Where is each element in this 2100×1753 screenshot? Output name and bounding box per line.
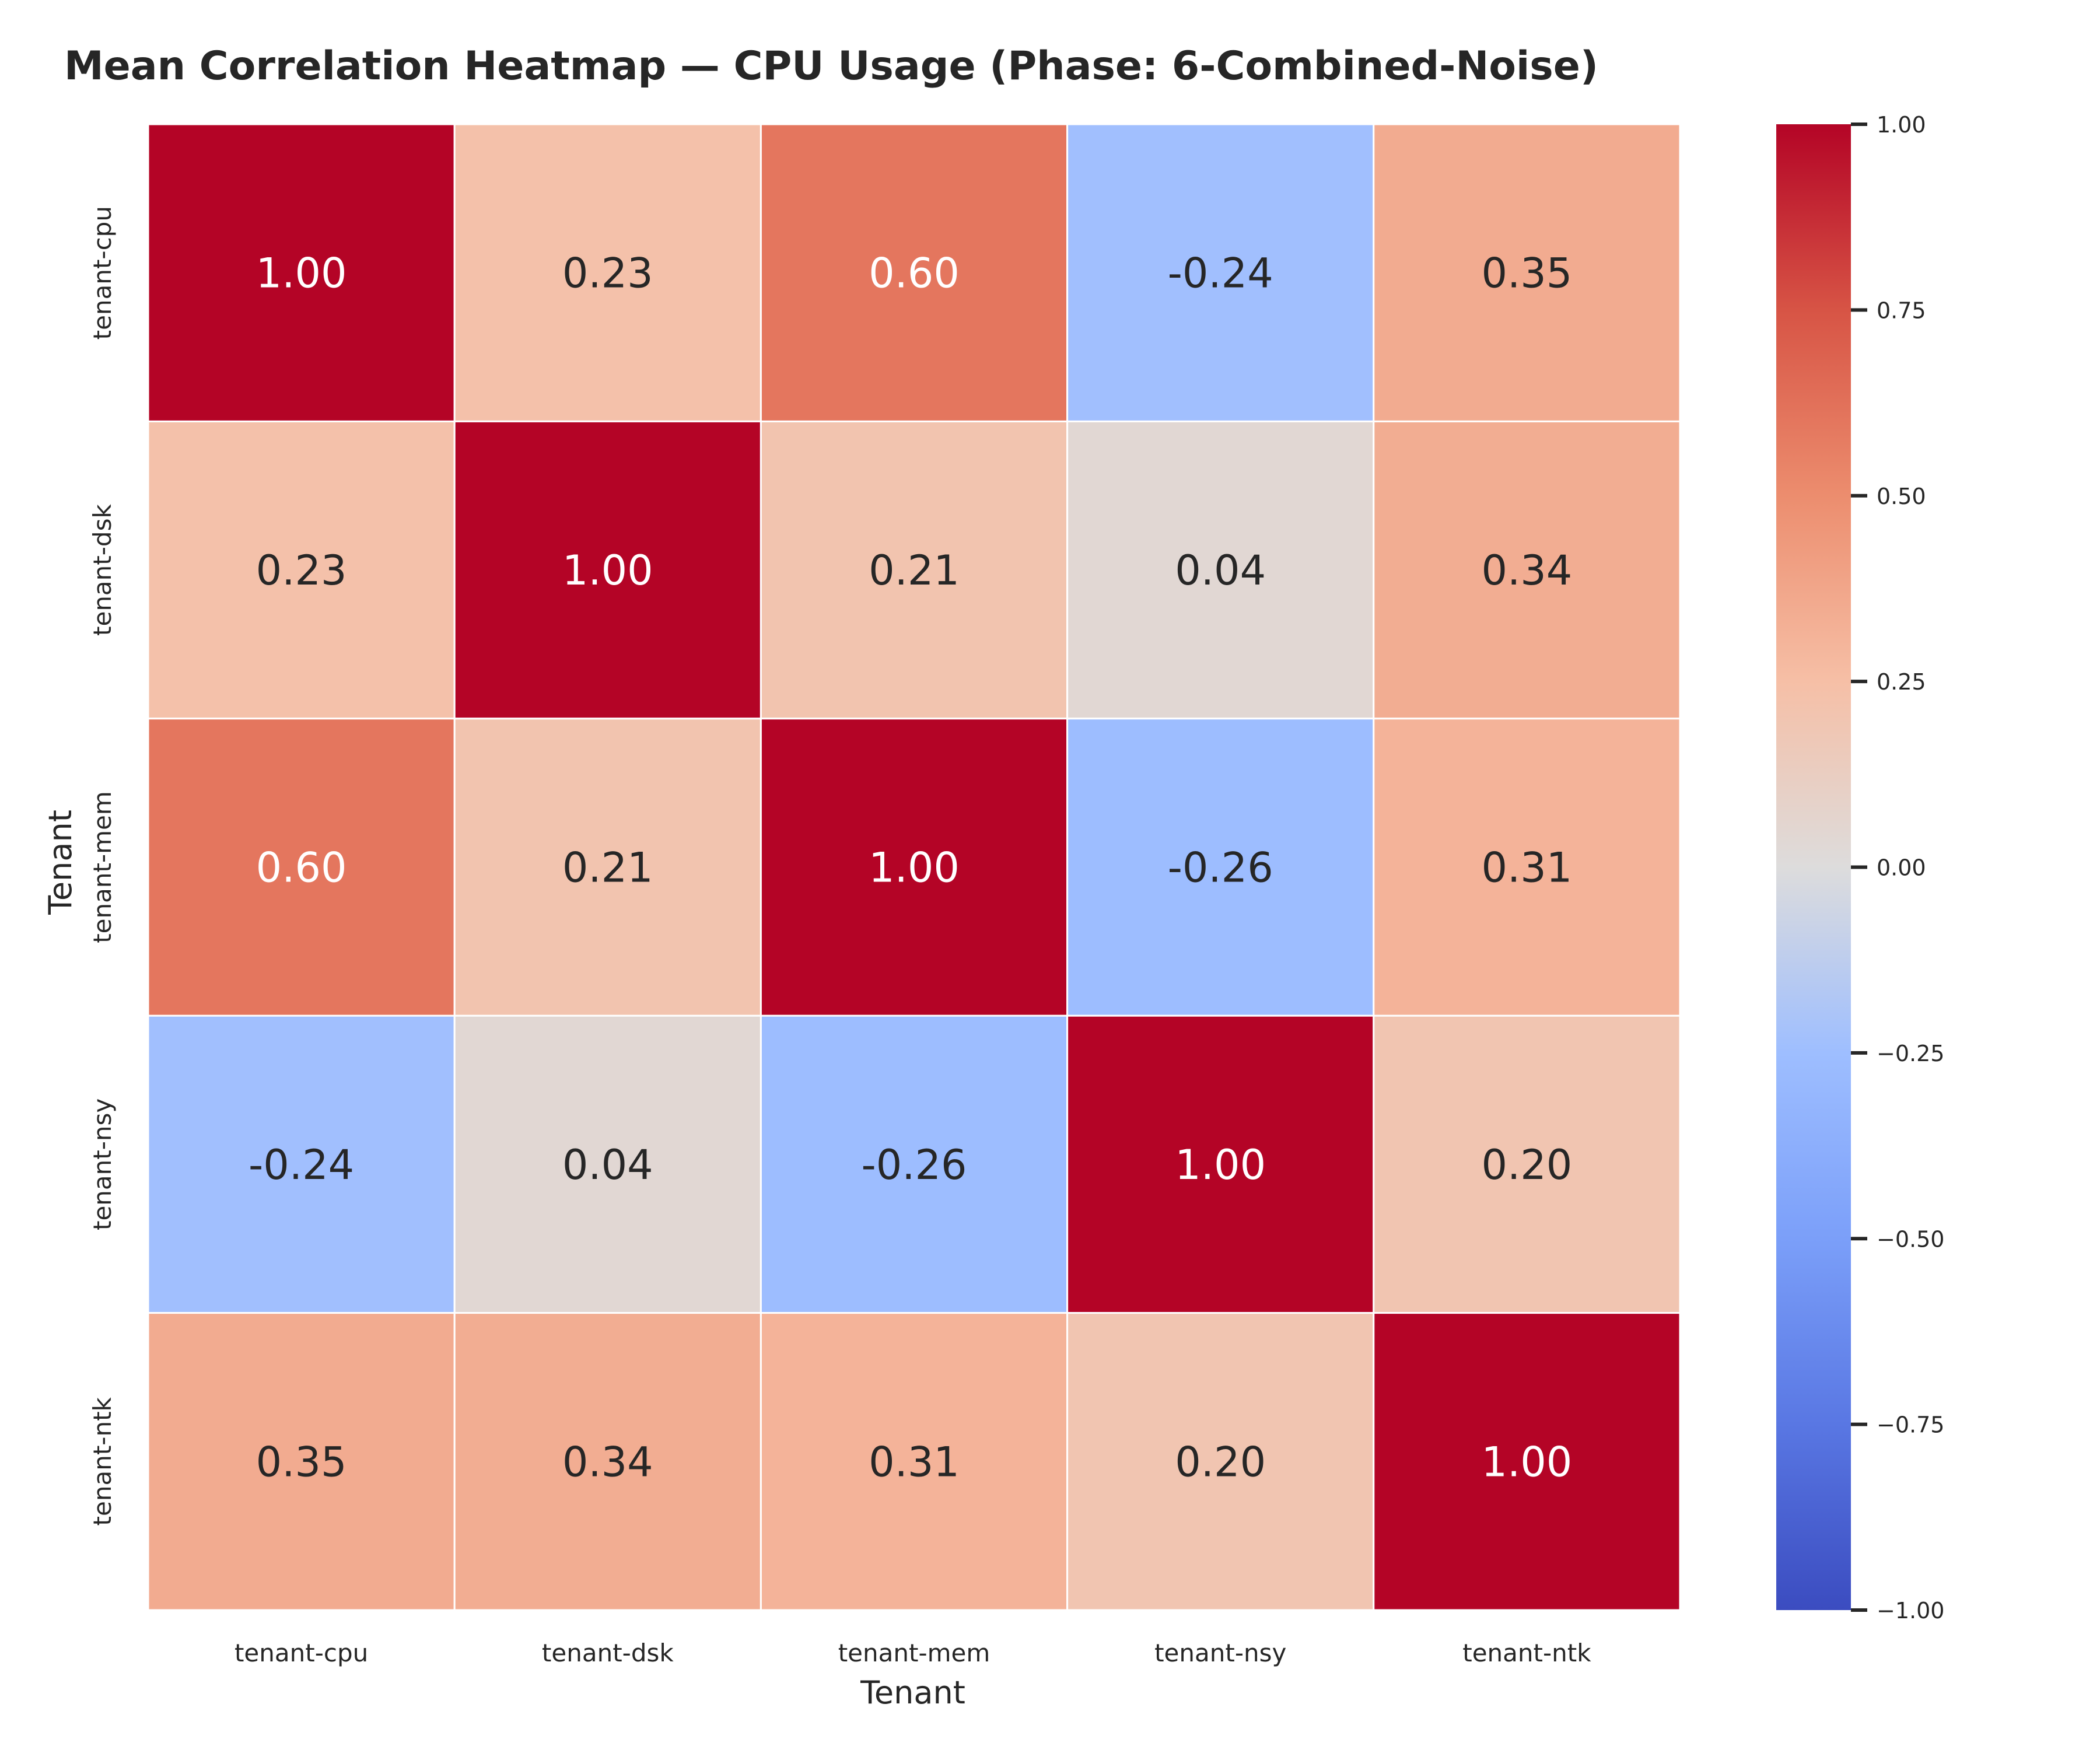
cell-value-label: 0.21 bbox=[869, 547, 960, 594]
heatmap-cell bbox=[453, 1014, 762, 1314]
colorbar-tick-label: −0.75 bbox=[1877, 1412, 1944, 1438]
y-tick-label: tenant-ntk bbox=[88, 1397, 117, 1525]
heatmap-cell bbox=[1373, 718, 1681, 1017]
y-axis-label: Tenant bbox=[42, 810, 79, 915]
colorbar-ticks: 1.00 0.75 0.50 0.25 0.00 −0.25 −0.50 −0.75 −1.00 bbox=[1851, 112, 1944, 1623]
y-tick-label: tenant-nsy bbox=[88, 1098, 117, 1230]
heatmap-cells: 1.00 0.23 0.60 -0.24 0.35 0.23 1.00 0.21 0.04 0.3… bbox=[147, 123, 1681, 1611]
colorbar-tick-label: −1.00 bbox=[1877, 1598, 1944, 1623]
cell-value-label: 1.00 bbox=[256, 250, 347, 298]
heatmap-cell bbox=[453, 420, 762, 720]
heatmap-cell bbox=[1373, 1312, 1681, 1611]
x-tick-label: tenant-dsk bbox=[542, 1639, 674, 1667]
cell-value-label: 0.04 bbox=[562, 1141, 653, 1189]
colorbar-tick-label: 0.25 bbox=[1877, 669, 1926, 695]
cell-value-label: 0.23 bbox=[562, 250, 653, 298]
y-tick-label: tenant-cpu bbox=[88, 206, 117, 340]
cell-value-label: 0.04 bbox=[1175, 547, 1266, 594]
heatmap-cell bbox=[1373, 1014, 1681, 1314]
heatmap-cell bbox=[147, 420, 456, 720]
cell-value-label: 0.35 bbox=[256, 1438, 347, 1486]
cell-value-label: -0.26 bbox=[861, 1141, 967, 1189]
cell-value-label: -0.26 bbox=[1168, 844, 1273, 892]
y-tick-label: tenant-dsk bbox=[88, 504, 117, 636]
heatmap-cell bbox=[1066, 1014, 1375, 1314]
cell-value-label: 1.00 bbox=[869, 844, 960, 892]
y-tick-label: tenant-mem bbox=[88, 791, 117, 943]
heatmap-cell bbox=[1373, 123, 1681, 422]
y-tick-labels: tenant-cpu tenant-dsk tenant-mem tenant-nsy… bbox=[88, 206, 117, 1525]
heatmap-cell bbox=[147, 123, 456, 422]
cell-value-label: 0.23 bbox=[256, 547, 347, 594]
cell-value-label: 0.60 bbox=[256, 844, 347, 892]
colorbar-tick-label: 0.00 bbox=[1877, 855, 1926, 881]
heatmap-cell bbox=[760, 1312, 1069, 1611]
cell-value-label: 0.34 bbox=[562, 1438, 653, 1486]
heatmap-cell bbox=[1066, 123, 1375, 422]
chart-title: Mean Correlation Heatmap — CPU Usage (Ph… bbox=[64, 43, 1598, 89]
heatmap-cell bbox=[760, 123, 1069, 422]
cell-value-label: 0.34 bbox=[1481, 547, 1572, 594]
x-axis-label: Tenant bbox=[860, 1674, 965, 1711]
cell-value-label: 0.60 bbox=[869, 250, 960, 298]
cell-value-label: 0.31 bbox=[869, 1438, 960, 1486]
cell-value-label: 1.00 bbox=[1481, 1438, 1572, 1486]
x-tick-label: tenant-cpu bbox=[235, 1639, 368, 1667]
cell-value-label: 1.00 bbox=[1175, 1141, 1266, 1189]
cell-value-label: 1.00 bbox=[562, 547, 653, 594]
x-tick-label: tenant-nsy bbox=[1154, 1639, 1286, 1667]
colorbar-tick-label: −0.25 bbox=[1877, 1041, 1944, 1066]
cell-value-label: 0.35 bbox=[1481, 250, 1572, 298]
cell-value-label: 0.21 bbox=[562, 844, 653, 892]
heatmap-cell bbox=[1373, 420, 1681, 720]
heatmap-cell bbox=[147, 1014, 456, 1314]
colorbar-tick-label: 0.75 bbox=[1877, 298, 1926, 323]
x-tick-label: tenant-mem bbox=[838, 1639, 991, 1667]
x-tick-label: tenant-ntk bbox=[1462, 1639, 1591, 1667]
colorbar-tick-label: −0.50 bbox=[1877, 1226, 1944, 1252]
colorbar-tick-label: 0.50 bbox=[1877, 484, 1926, 509]
colorbar-tick-label: 1.00 bbox=[1877, 112, 1926, 138]
cell-value-label: 0.31 bbox=[1481, 844, 1572, 892]
heatmap-cell bbox=[453, 1312, 762, 1611]
x-tick-labels: tenant-cpu tenant-dsk tenant-mem tenant-nsy… bbox=[235, 1639, 1591, 1667]
heatmap-cell bbox=[1066, 718, 1375, 1017]
heatmap-cell bbox=[760, 1014, 1069, 1314]
heatmap-cell bbox=[453, 718, 762, 1017]
heatmap-cell bbox=[760, 718, 1069, 1017]
cell-value-label: 0.20 bbox=[1481, 1141, 1572, 1189]
heatmap-cell bbox=[147, 1312, 456, 1611]
heatmap-cell bbox=[453, 123, 762, 422]
heatmap-cell bbox=[760, 420, 1069, 720]
cell-value-label: -0.24 bbox=[1168, 250, 1273, 298]
cell-value-label: -0.24 bbox=[249, 1141, 354, 1189]
cell-value-label: 0.20 bbox=[1175, 1438, 1266, 1486]
colorbar bbox=[1776, 124, 1851, 1610]
